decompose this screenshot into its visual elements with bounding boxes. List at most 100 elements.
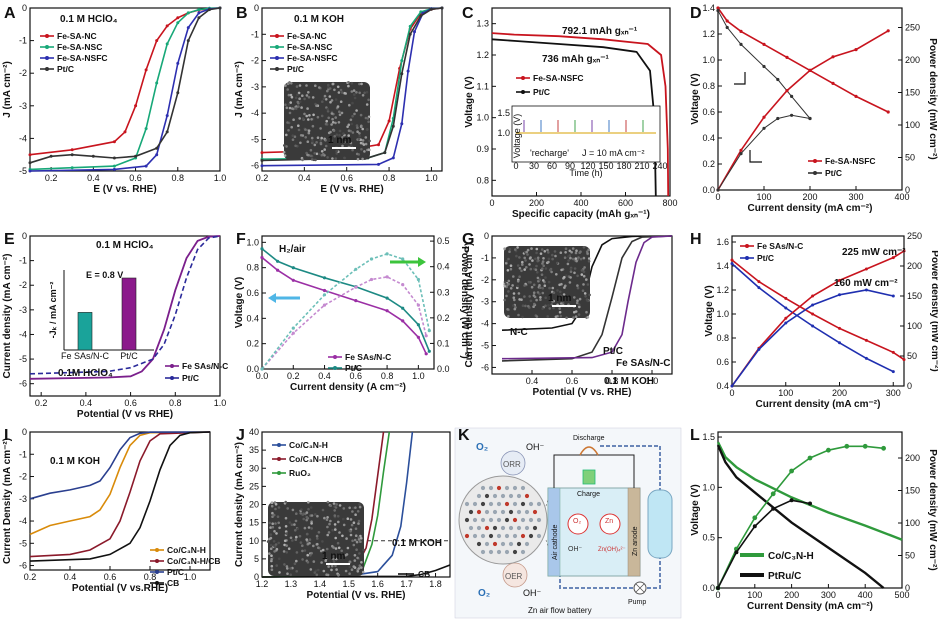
data-point (322, 303, 327, 307)
micrograph-texture (327, 531, 331, 534)
data-point (391, 156, 395, 160)
micrograph-texture (331, 82, 335, 86)
lattice-atom (528, 517, 534, 523)
data-point (406, 69, 410, 73)
micrograph-texture (357, 522, 360, 525)
lattice-atom (516, 509, 522, 515)
micrograph-texture (338, 113, 342, 117)
series-line-0 (717, 7, 889, 113)
data-point (134, 104, 138, 108)
micrograph-texture (341, 136, 344, 139)
micrograph-texture (346, 546, 350, 550)
cell-znoh-label: Zn(OH)₄²⁻ (598, 547, 626, 553)
micrograph-texture (536, 291, 540, 294)
micrograph-texture (360, 566, 363, 569)
micrograph-texture (354, 534, 358, 537)
data-point (752, 524, 757, 529)
x-tick-label: 0.6 (129, 173, 142, 183)
inset-x-tick: 30 (529, 161, 539, 171)
micrograph-texture (580, 273, 584, 276)
micrograph-texture (547, 260, 550, 264)
data-point (838, 341, 841, 345)
lattice-atom (488, 501, 494, 507)
charge-device (582, 469, 596, 485)
annotation: 0.1M HClO₄ (58, 368, 113, 379)
micrograph-texture (285, 544, 288, 547)
micrograph-texture (306, 553, 310, 557)
x-tick-label: 0.6 (340, 173, 353, 183)
panel-letter-h: H (690, 231, 702, 248)
y-tick-label: -4 (19, 133, 27, 143)
micrograph-texture (277, 521, 281, 525)
annotation: 0.1 M KOH (604, 376, 654, 387)
legend-marker (45, 67, 49, 71)
panel-letter-c: C (462, 5, 474, 22)
data-point (155, 81, 159, 85)
inset-x-tick: 60 (547, 161, 557, 171)
micrograph-texture (291, 508, 295, 512)
micrograph-texture (293, 523, 296, 526)
data-point (739, 152, 743, 156)
micrograph-texture (364, 142, 368, 146)
micrograph-texture (315, 534, 319, 538)
charge-label: Charge (577, 491, 600, 498)
y-axis-label: Voltage (V) (234, 277, 245, 328)
data-point (123, 130, 127, 134)
micrograph-texture (513, 298, 516, 302)
micrograph-texture (286, 88, 290, 91)
micrograph-texture (565, 274, 568, 277)
micrograph-texture (284, 530, 288, 533)
micrograph-texture (554, 315, 558, 319)
data-point (811, 312, 815, 316)
y-tick-label: 1.0 (702, 55, 715, 65)
micrograph-texture (342, 523, 346, 527)
micrograph-texture (308, 538, 312, 541)
micrograph-texture (570, 250, 573, 254)
micrograph-texture (334, 98, 338, 101)
micrograph-texture (353, 554, 357, 557)
micrograph-texture (271, 515, 274, 518)
micrograph-texture (305, 94, 309, 97)
micrograph-texture (270, 557, 273, 561)
x-tick-label: 400 (858, 590, 873, 600)
micrograph-texture (583, 292, 587, 295)
y-tick-label: -4 (19, 329, 27, 339)
flow-pipe-top (600, 445, 661, 495)
micrograph-texture (326, 107, 330, 111)
data-point (260, 159, 264, 162)
micrograph-texture (284, 500, 288, 504)
micrograph-texture (314, 513, 317, 516)
micrograph-texture (532, 291, 536, 295)
x-tick-label: 0.6 (566, 376, 579, 386)
legend-marker (277, 457, 281, 461)
plot-frame (29, 235, 221, 397)
micrograph-texture (347, 134, 351, 137)
legend-entry: Pt/C (757, 253, 774, 263)
lattice-atom (500, 525, 506, 531)
panel-d: 0 100 200 300 400 0.0 0.2 0.4 0.6 0.8 1.0 1.2 1.4 0 50… (690, 3, 938, 214)
micrograph-texture (348, 103, 351, 107)
micrograph-texture (536, 276, 540, 280)
scale-bar-label: 1 nm (322, 551, 345, 562)
micrograph-texture (348, 561, 352, 564)
micrograph-texture (358, 564, 362, 567)
data-point (429, 7, 433, 11)
data-point (70, 153, 74, 157)
micrograph-texture (347, 123, 351, 127)
micrograph-texture (338, 133, 341, 137)
x-tick-label: 0.8 (169, 398, 182, 408)
y2-tick-label: 0 (905, 583, 910, 593)
data-point (144, 68, 148, 72)
data-point (752, 515, 758, 521)
lattice-atom (476, 525, 482, 531)
y2-tick-label: 100 (907, 321, 922, 331)
data-point (112, 156, 116, 160)
micrograph-texture (331, 157, 334, 160)
x-tick-label: 1.0 (214, 398, 227, 408)
y-tick-label: -2 (19, 472, 27, 482)
y2-axis-label: Power density (mW cm⁻²) (927, 449, 938, 570)
micrograph-texture (505, 259, 509, 263)
micrograph-texture (358, 503, 361, 506)
micrograph-texture (360, 82, 363, 86)
x-tick-label: 0.8 (172, 173, 185, 183)
